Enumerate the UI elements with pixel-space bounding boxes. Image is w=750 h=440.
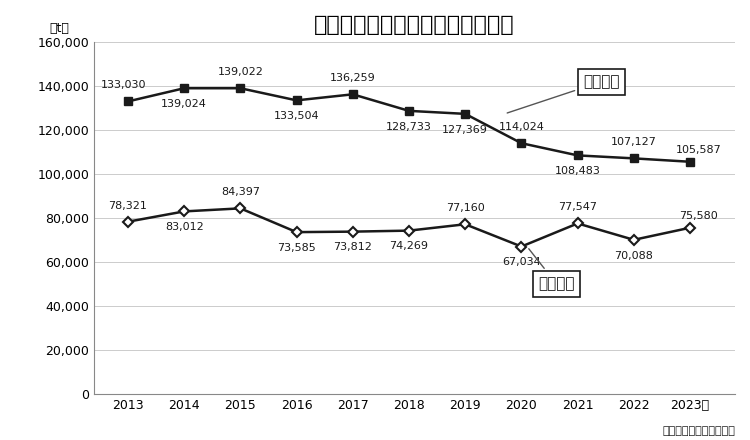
- Text: 136,259: 136,259: [330, 73, 376, 83]
- Text: 74,269: 74,269: [389, 242, 428, 252]
- Text: 107,127: 107,127: [611, 137, 657, 147]
- Text: 114,024: 114,024: [499, 122, 544, 132]
- Text: 108,483: 108,483: [555, 166, 601, 176]
- Text: 73,585: 73,585: [278, 243, 316, 253]
- Text: 北海道冷凍食品協会調べ: 北海道冷凍食品協会調べ: [662, 425, 735, 436]
- Text: 139,024: 139,024: [161, 99, 207, 109]
- Text: 70,088: 70,088: [614, 251, 653, 260]
- Text: 128,733: 128,733: [386, 122, 432, 132]
- Text: 67,034: 67,034: [502, 257, 541, 268]
- Text: 77,160: 77,160: [446, 203, 485, 213]
- Text: 139,022: 139,022: [217, 67, 263, 77]
- Text: 調理冷食: 調理冷食: [507, 74, 620, 113]
- Text: 農産冷食: 農産冷食: [529, 249, 574, 291]
- Text: 133,504: 133,504: [274, 111, 320, 121]
- Text: 75,580: 75,580: [679, 211, 718, 221]
- Text: 83,012: 83,012: [165, 222, 203, 232]
- Text: 78,321: 78,321: [109, 201, 148, 211]
- Text: （t）: （t）: [50, 22, 69, 35]
- Text: 105,587: 105,587: [676, 145, 722, 155]
- Title: 道内の農産・調理冷凍食品の推移: 道内の農産・調理冷凍食品の推移: [314, 15, 515, 35]
- Text: 73,812: 73,812: [333, 242, 372, 253]
- Text: 127,369: 127,369: [442, 125, 488, 135]
- Text: 77,547: 77,547: [558, 202, 597, 213]
- Text: 133,030: 133,030: [101, 81, 146, 90]
- Text: 84,397: 84,397: [221, 187, 260, 197]
